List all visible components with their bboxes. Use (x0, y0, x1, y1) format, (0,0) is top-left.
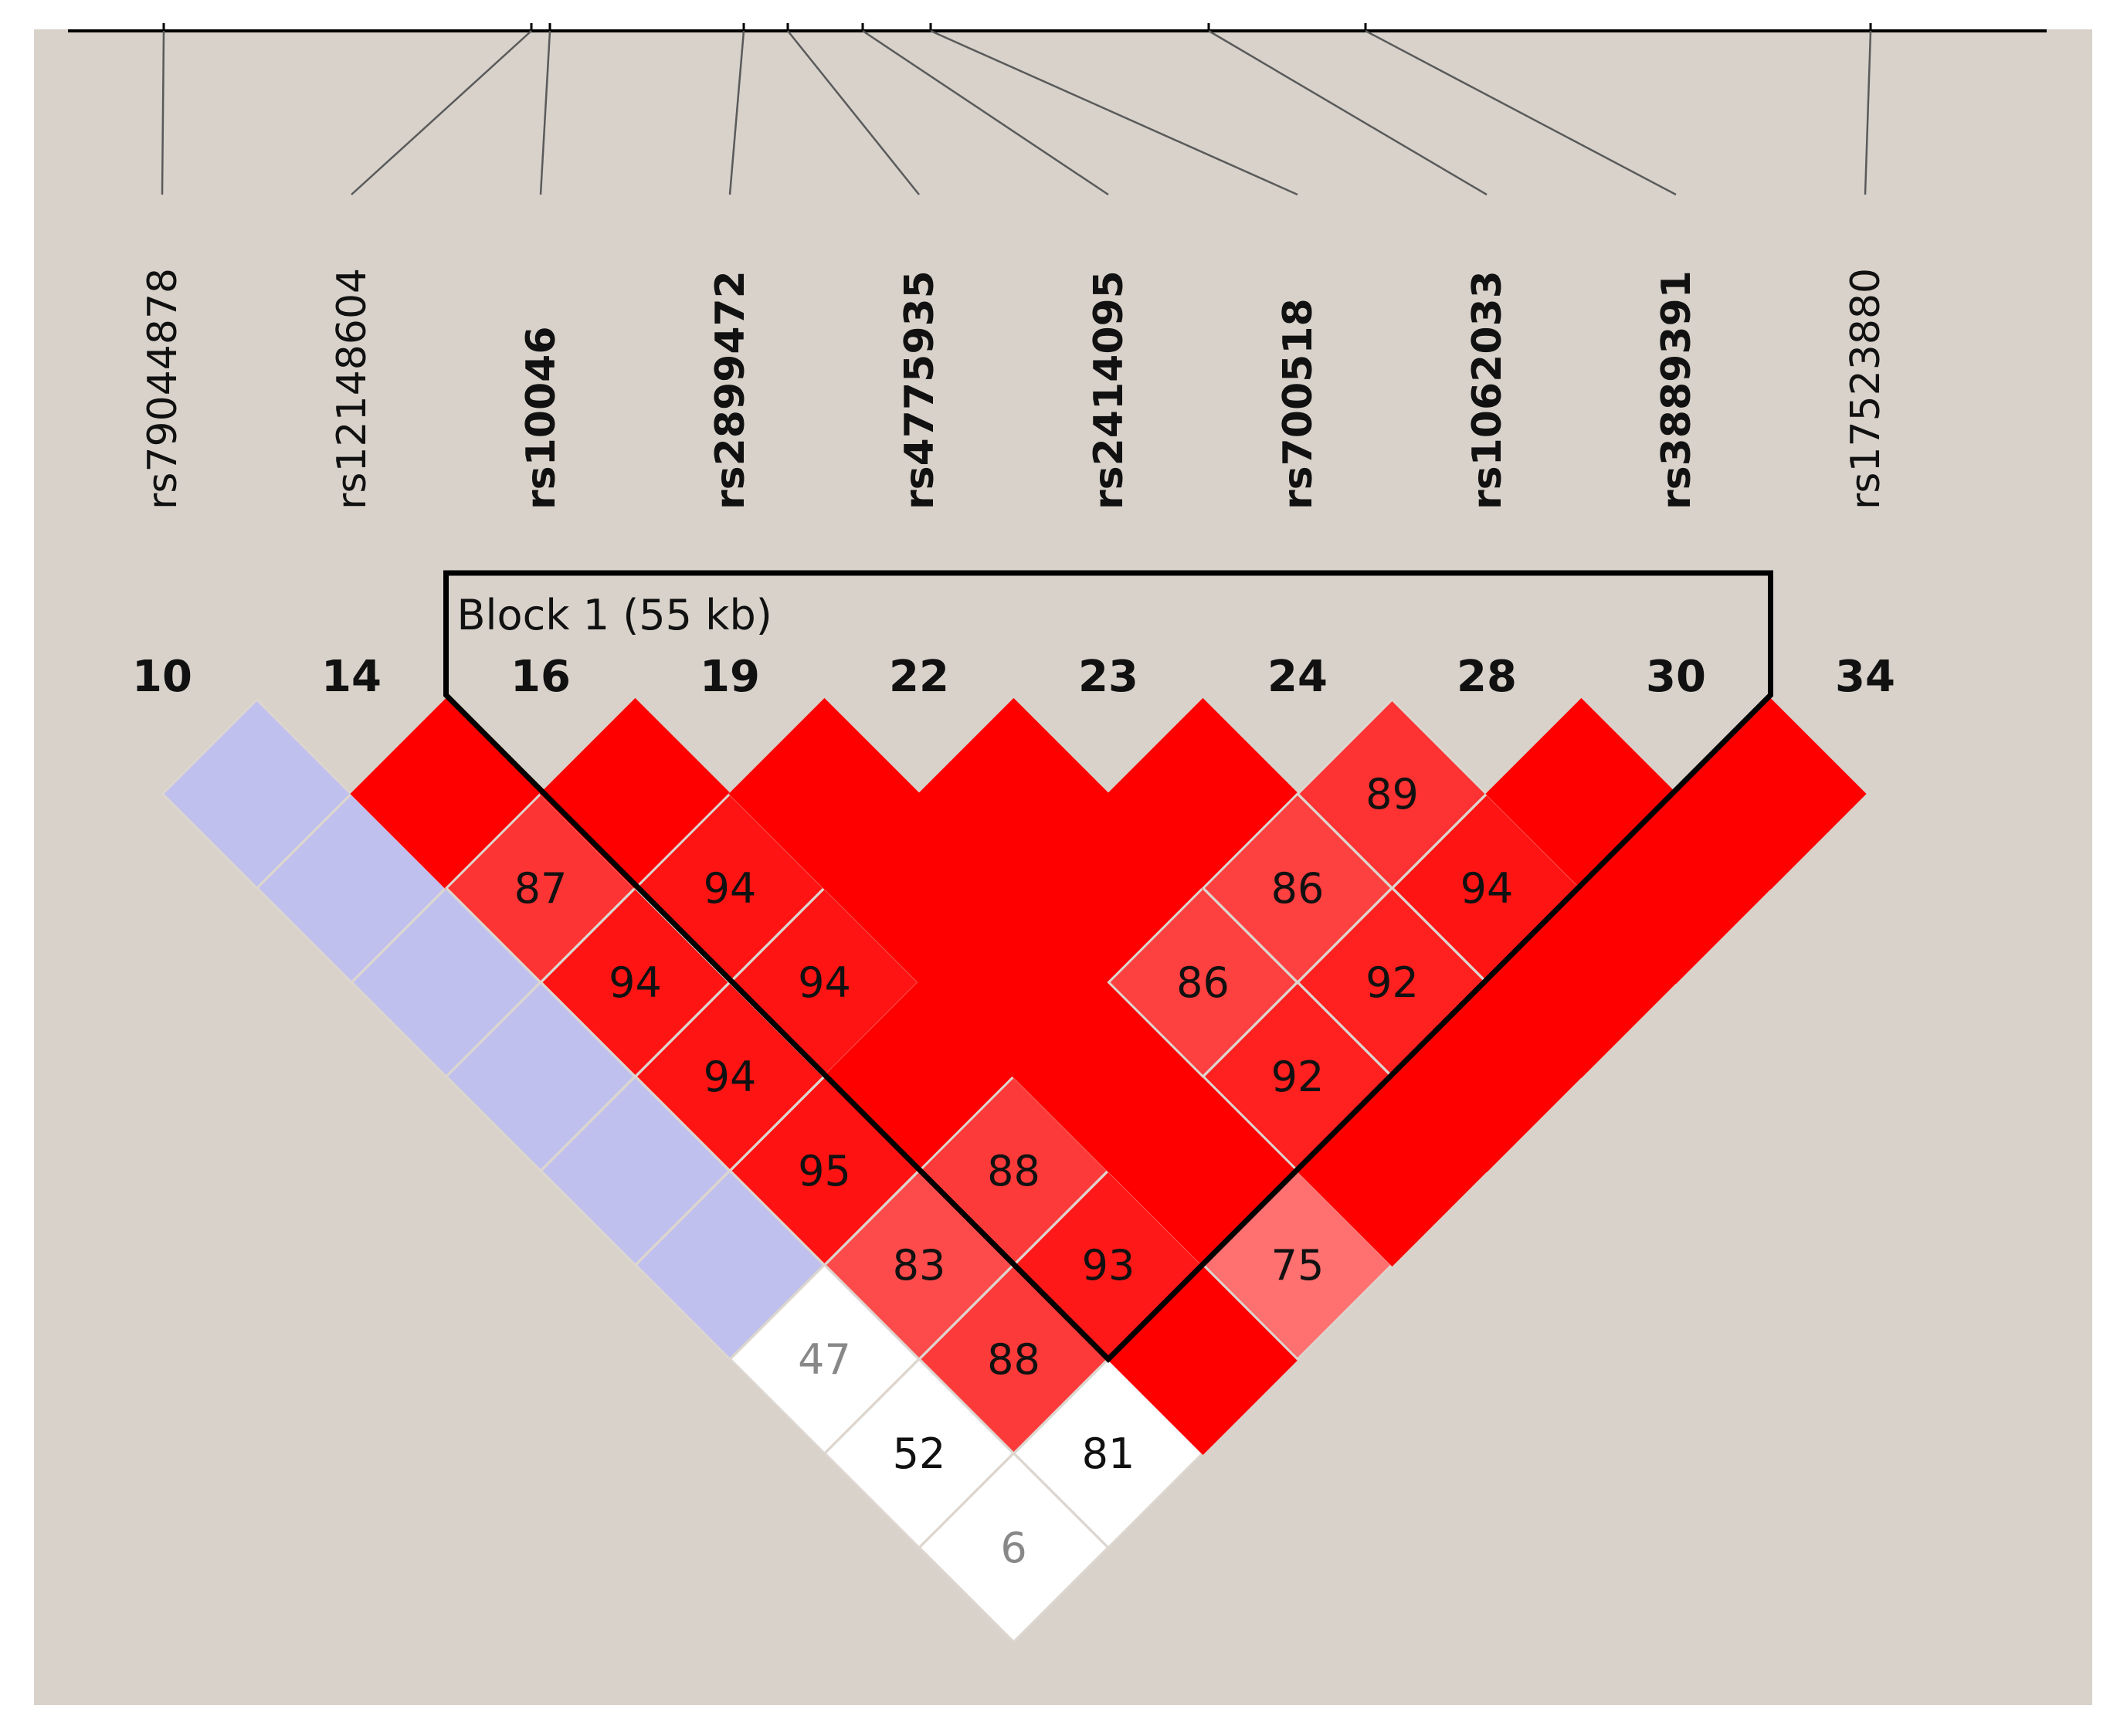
ld-cell-value: 94 (609, 958, 662, 1007)
snp-indices: 10 14 16 19 22 23 24 28 30 34 (132, 652, 1895, 702)
snp-index-label: 16 (511, 652, 571, 702)
snp-index-label: 28 (1457, 652, 1517, 702)
snp-connector-rs3889391 (1365, 29, 1677, 196)
snp-connector-rs2414095 (862, 29, 1109, 196)
ld-cell-value: 86 (1271, 864, 1325, 913)
ld-cell-value: 94 (704, 864, 757, 913)
ld-cell-value: 86 (1176, 958, 1230, 1007)
ld-cell-value: 94 (704, 1053, 757, 1101)
position-ruler (68, 23, 2047, 32)
snp-index-label: 10 (132, 652, 192, 702)
snp-name-label: rs4775935 (897, 270, 943, 510)
ld-cell-value: 92 (1271, 1053, 1325, 1101)
ld-cell-value: 88 (987, 1335, 1040, 1384)
ld-cell-value: 94 (1460, 864, 1514, 913)
snp-index-label: 22 (889, 652, 949, 702)
ld-cell-value: 95 (798, 1147, 851, 1195)
snp-connector-rs700518 (930, 29, 1298, 196)
snp-name-label: rs2414095 (1086, 270, 1132, 510)
ld-cell-value: 89 (1365, 770, 1419, 819)
snp-name-label: rs2899472 (707, 270, 754, 510)
snp-labels: rs79044878 rs12148604 rs10046 rs2899472 rs47… (140, 268, 1889, 510)
ld-cell-value: 6 (1000, 1524, 1026, 1572)
ld-cell-value: 81 (1082, 1429, 1135, 1478)
ld-cell-value: 47 (798, 1335, 851, 1384)
ld-cell-value: 87 (514, 864, 568, 913)
snp-name-label: rs3889391 (1654, 270, 1700, 510)
block-outline (443, 570, 1773, 1363)
ld-cell-value: 88 (987, 1147, 1040, 1195)
snp-connector-rs4775935 (787, 30, 920, 195)
snp-index-label: 14 (321, 652, 382, 702)
snp-name-label: rs79044878 (140, 268, 186, 510)
snp-index-label: 19 (700, 652, 760, 702)
snp-connector-rs17523880 (1864, 30, 1872, 195)
snp-name-label: rs1062033 (1464, 270, 1511, 510)
ld-cell-value: 94 (798, 958, 851, 1007)
snp-name-label: rs10046 (518, 326, 565, 510)
snp-index-label: 30 (1646, 652, 1706, 702)
snp-connector-rs79044878 (161, 30, 165, 195)
snp-connector-rs1062033 (1208, 29, 1488, 196)
snp-name-label: rs700518 (1275, 298, 1321, 510)
ld-cell-value: 92 (1365, 958, 1419, 1007)
ld-cell-value: 75 (1271, 1241, 1325, 1290)
snp-index-label: 23 (1078, 652, 1138, 702)
ld-cell-value: 93 (1082, 1241, 1135, 1290)
snp-connector-rs2899472 (728, 30, 745, 195)
ld-cell (1674, 697, 1867, 890)
snp-index-label: 24 (1267, 652, 1328, 702)
ld-cells: 47 52 6 87 94 94 95 83 88 81 94 94 88 93 75 86 92 86 92 89 9… (161, 697, 1867, 1644)
ld-cell-value: 83 (893, 1241, 946, 1290)
ld-cell-value: 52 (893, 1429, 946, 1478)
snp-connector-rs12148604 (351, 30, 532, 195)
haplotype-block: Block 1 (55 kb) (443, 570, 1773, 1363)
snp-connector-lines (161, 29, 1872, 196)
snp-index-label: 34 (1835, 652, 1895, 702)
block-label: Block 1 (55 kb) (457, 591, 772, 639)
snp-name-label: rs17523880 (1843, 268, 1889, 510)
snp-name-label: rs12148604 (329, 268, 375, 510)
snp-connector-rs10046 (539, 30, 551, 195)
